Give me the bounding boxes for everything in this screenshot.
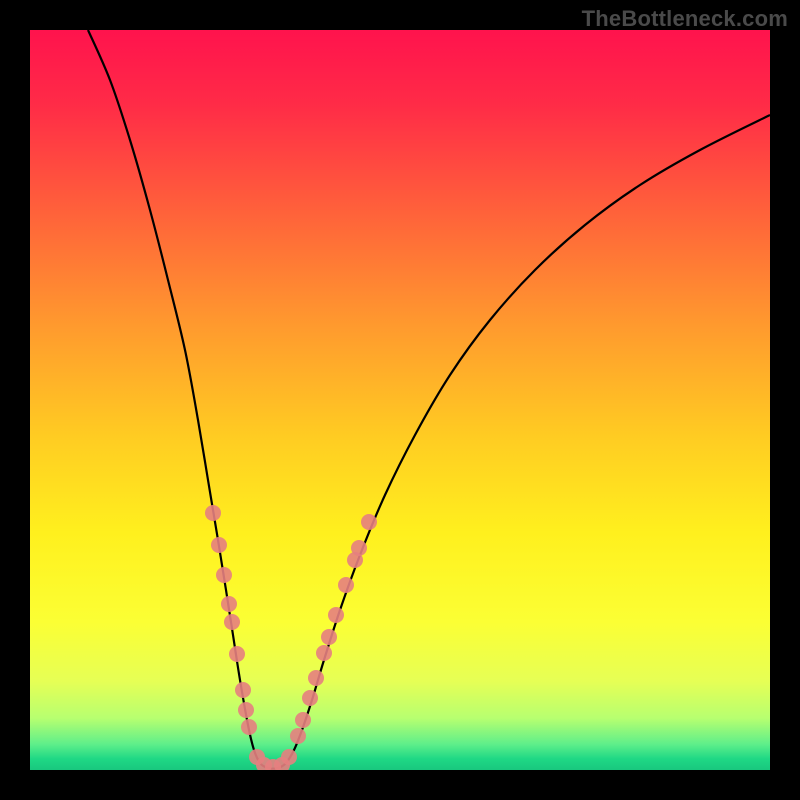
marker-right_arm	[302, 690, 318, 706]
marker-right_arm	[321, 629, 337, 645]
marker-left_arm	[224, 614, 240, 630]
marker-left_arm	[235, 682, 251, 698]
marker-right_arm	[316, 645, 332, 661]
marker-right_arm	[351, 540, 367, 556]
marker-left_arm	[241, 719, 257, 735]
bottleneck-curve	[30, 30, 770, 770]
marker-left_arm	[238, 702, 254, 718]
plot-area	[30, 30, 770, 770]
marker-right_arm	[290, 728, 306, 744]
marker-left_arm	[205, 505, 221, 521]
marker-right_arm	[328, 607, 344, 623]
marker-left_arm	[221, 596, 237, 612]
marker-bottom	[281, 749, 297, 765]
marker-right_arm	[338, 577, 354, 593]
marker-right_arm	[295, 712, 311, 728]
marker-left_arm	[216, 567, 232, 583]
chart-frame: TheBottleneck.com	[0, 0, 800, 800]
marker-left_arm	[211, 537, 227, 553]
marker-right_arm	[308, 670, 324, 686]
marker-right_arm	[361, 514, 377, 530]
watermark-text: TheBottleneck.com	[582, 6, 788, 32]
marker-left_arm	[229, 646, 245, 662]
